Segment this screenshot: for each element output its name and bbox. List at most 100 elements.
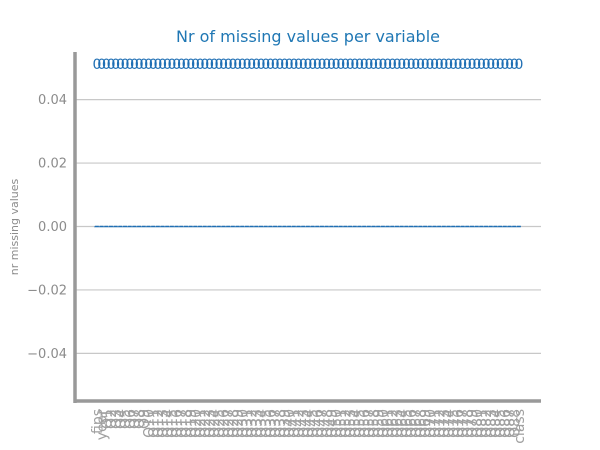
bar-data-label: 0 [191,57,200,73]
x-tick-label: Q64 [395,409,411,438]
bar-data-label: 0 [261,57,270,73]
x-tick-label: Q15 [165,409,181,438]
x-tick-label: Q88 [507,409,523,438]
x-tick-label: Q35 [259,409,275,438]
bar-data-label: 0 [397,57,406,73]
x-tick-label: Q26 [217,409,233,438]
x-tick-label: Q70 [423,409,439,438]
bar-data-label: 0 [468,57,477,73]
bar-data-label: 0 [130,57,139,73]
x-tick-label: Q75 [446,409,462,438]
bar-data-label: 0 [322,57,331,73]
x-tick-label: fips [90,409,106,434]
x-tick-label: Q73 [437,409,453,438]
x-tick-label: Q65 [399,409,415,438]
x-tick-label: Q74 [442,409,458,438]
bar-data-label: 0 [318,57,327,73]
bar-data-label: 0 [238,57,247,73]
bar-data-label: 0 [341,57,350,73]
bar-data-label: 0 [444,57,453,73]
x-tick-label: Q81 [474,409,490,438]
x-tick-label: Q21 [193,409,209,438]
bar-data-label: 0 [299,57,308,73]
bar-data-label: 0 [393,57,402,73]
x-tick-label: year [95,409,111,440]
bar-data-label: 0 [97,57,106,73]
bar-data-label: 0 [350,57,359,73]
x-tick-label: Q58 [367,409,383,438]
x-tick-label: Q4 [113,409,129,429]
x-tick-label: Q71 [428,409,444,438]
bar-data-label: 0 [327,57,336,73]
bar-data-label: 0 [125,57,134,73]
bar-data-label: 0 [116,57,125,73]
bar-data-label: 0 [407,57,416,73]
bar-data-label: 0 [224,57,233,73]
bar-data-label: 0 [369,57,378,73]
bar-data-label: 0 [458,57,467,73]
bar-data-label: 0 [411,57,420,73]
bar-data-label: 0 [430,57,439,73]
x-tick-label: Q8 [132,409,148,429]
bar-data-label: 0 [454,57,463,73]
x-tick-label: Q47 [315,409,331,438]
x-tick-label: Q69 [418,409,434,438]
x-tick-label: Q11 [146,409,162,438]
x-tick-label: Q38 [273,409,289,438]
bar-data-label: 0 [463,57,472,73]
bar-data-label: 0 [496,57,505,73]
y-tick-label: −0.04 [27,347,67,362]
bar-data-label: 0 [111,57,120,73]
x-tick-label: Q46 [310,409,326,438]
x-tick-label: Q82 [479,409,495,438]
bar-data-label: 0 [93,57,102,73]
x-tick-label: Q24 [207,409,223,438]
bar-data-label: 0 [477,57,486,73]
x-tick-label: Q68 [414,409,430,438]
x-tick-label: Q54 [348,409,364,438]
x-tick-label: Q30 [235,409,251,438]
bar-data-label: 0 [172,57,181,73]
bar-data-label: 0 [383,57,392,73]
bar-data-label: 0 [374,57,383,73]
x-tick-label: Q12 [151,409,167,438]
bar-data-label: 0 [219,57,228,73]
x-tick-label: Q39 [278,409,294,438]
bar-data-label: 0 [200,57,209,73]
x-tick-label: Q62 [385,409,401,438]
bar-data-label: 0 [266,57,275,73]
x-tick-label: Q87 [503,409,519,438]
axes [73,52,541,403]
x-tick-label: Q32 [245,409,261,438]
bar-data-label: 0 [379,57,388,73]
bar-data-label: 0 [346,57,355,73]
x-tick-label: Q43 [296,409,312,438]
bar-data-label: 0 [304,57,313,73]
x-tick-label: Q60 [376,409,392,438]
bar-data-label: 0 [285,57,294,73]
bar-data-label: 0 [271,57,280,73]
x-tick-label: Q7 [128,409,144,429]
bar-data-label: 0 [505,57,514,73]
x-tick-label: Q76 [451,409,467,438]
x-tick-label: Q53 [343,409,359,438]
bar-data-label: 0 [510,57,519,73]
x-tick-label: Q59 [371,409,387,438]
bar-data-label: 0 [102,57,111,73]
x-tick-label: Q52 [339,409,355,438]
x-tick-label: Q22 [198,409,214,438]
x-tick-label: Q57 [362,409,378,438]
x-tick-label: Q63 [390,409,406,438]
bar-data-label: 0 [144,57,153,73]
x-tick-label: Q9 [137,409,153,429]
x-tick-label: Q41 [287,409,303,438]
bar-data-label: 0 [168,57,177,73]
bar-data-label: 0 [205,57,214,73]
bar-data-label: 0 [515,57,524,73]
bar-data-label: 0 [425,57,434,73]
bar-data-label: 0 [313,57,322,73]
bar-data-label: 0 [229,57,238,73]
x-tick-label: Q56 [357,409,373,438]
bar-data-label: 0 [294,57,303,73]
y-axis-label: nr missing values [8,178,21,275]
